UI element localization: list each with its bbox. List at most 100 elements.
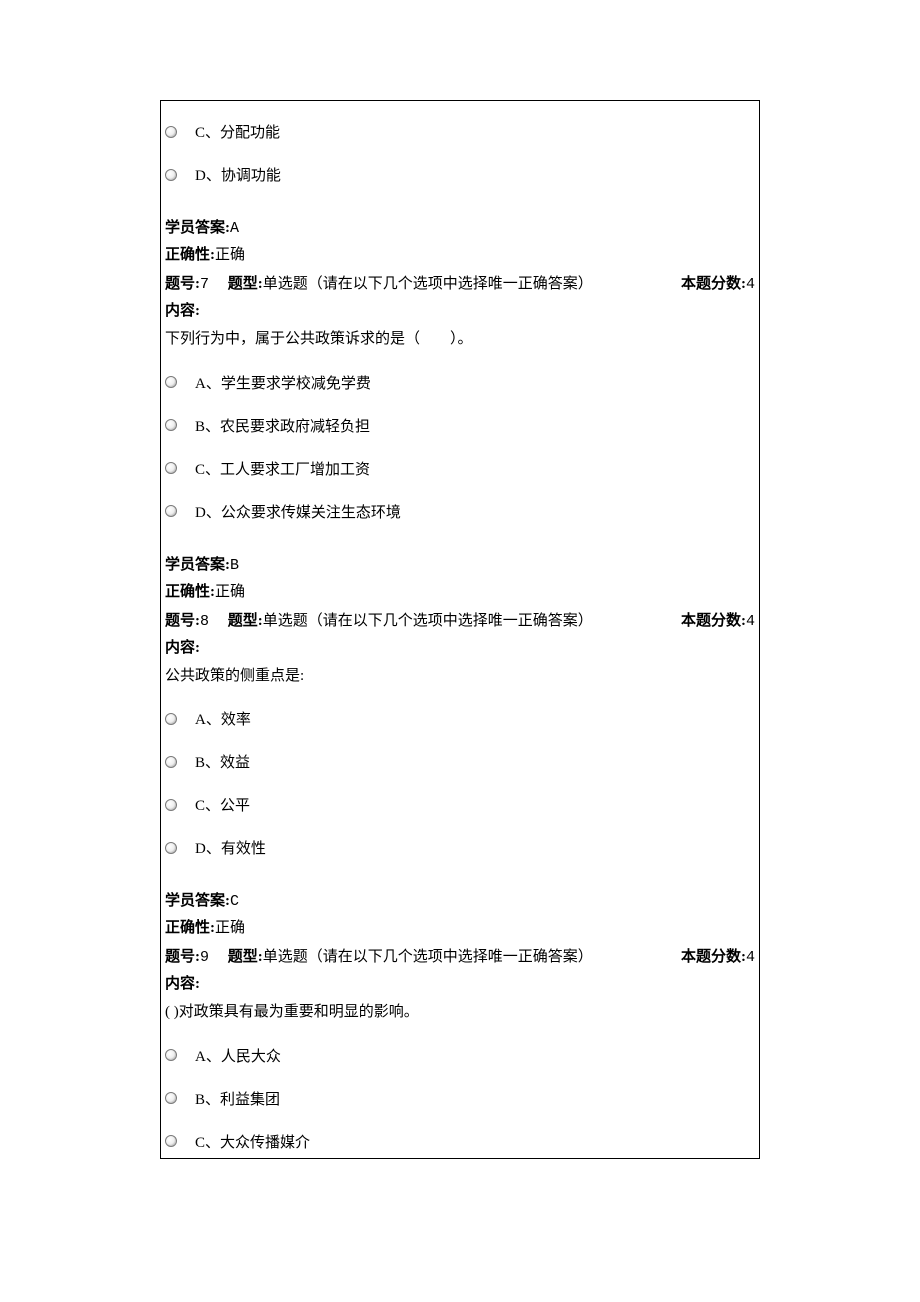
radio-icon [165, 842, 177, 854]
question-type-label: 题型: [228, 949, 263, 965]
option-label: C、大众传播媒介 [195, 1131, 310, 1152]
radio-icon [165, 419, 177, 431]
option-a[interactable]: A、学生要求学校减免学费 [165, 372, 755, 393]
question-type-value: 单选题（请在以下几个选项中选择唯一正确答案） [263, 613, 593, 629]
correctness-label: 正确性: [165, 920, 215, 936]
options-container: A、人民大众 B、利益集团 C、大众传播媒介 [161, 1033, 759, 1158]
correctness-label: 正确性: [165, 247, 215, 263]
correctness-line: 正确性:正确 [161, 242, 759, 269]
option-c[interactable]: C、公平 [165, 794, 755, 815]
student-answer-line: 学员答案:B [161, 552, 759, 579]
student-answer-label: 学员答案: [165, 220, 230, 236]
question-no-value: 8 [200, 613, 209, 630]
question-no-label: 题号: [165, 949, 200, 965]
option-c[interactable]: C、分配功能 [165, 121, 755, 142]
question-header: 题号:8 题型:单选题（请在以下几个选项中选择唯一正确答案） 本题分数:4 [161, 606, 759, 635]
score-label: 本题分数: [681, 949, 746, 965]
option-label: B、利益集团 [195, 1088, 280, 1109]
content-label: 内容: [161, 635, 759, 662]
student-answer-label: 学员答案: [165, 557, 230, 573]
question-text: 下列行为中，属于公共政策诉求的是（ ）。 [161, 325, 759, 360]
score-label: 本题分数: [681, 276, 746, 292]
option-d[interactable]: D、协调功能 [165, 164, 755, 185]
option-label: A、学生要求学校减免学费 [195, 372, 371, 393]
radio-icon [165, 1092, 177, 1104]
option-label: C、分配功能 [195, 121, 280, 142]
header-left: 题号:8 题型:单选题（请在以下几个选项中选择唯一正确答案） [165, 608, 593, 635]
score-label: 本题分数: [681, 613, 746, 629]
question-no-label: 题号: [165, 613, 200, 629]
option-label: B、效益 [195, 751, 250, 772]
student-answer-line: 学员答案:C [161, 888, 759, 915]
question-text: ( )对政策具有最为重要和明显的影响。 [161, 998, 759, 1033]
header-right: 本题分数:4 [681, 271, 755, 298]
content-label: 内容: [161, 298, 759, 325]
question-text: 公共政策的侧重点是: [161, 662, 759, 697]
radio-icon [165, 505, 177, 517]
option-d[interactable]: D、有效性 [165, 837, 755, 858]
question-type-label: 题型: [228, 613, 263, 629]
options-container: A、效率 B、效益 C、公平 D、有效性 [161, 696, 759, 888]
score-value: 4 [746, 949, 755, 966]
student-answer-label: 学员答案: [165, 893, 230, 909]
student-answer-value: B [230, 557, 239, 574]
radio-icon [165, 126, 177, 138]
option-a[interactable]: A、效率 [165, 708, 755, 729]
option-a[interactable]: A、人民大众 [165, 1045, 755, 1066]
option-label: B、农民要求政府减轻负担 [195, 415, 370, 436]
question-cell-prev: C、分配功能 D、协调功能 学员答案:A 正确性:正确 [161, 101, 760, 270]
score-value: 4 [746, 276, 755, 293]
header-right: 本题分数:4 [681, 608, 755, 635]
radio-icon [165, 799, 177, 811]
header-left: 题号:7 题型:单选题（请在以下几个选项中选择唯一正确答案） [165, 271, 593, 298]
exam-table: C、分配功能 D、协调功能 学员答案:A 正确性:正确 题号:7 题型 [160, 100, 760, 1159]
correctness-value: 正确 [215, 920, 245, 936]
header-right: 本题分数:4 [681, 944, 755, 971]
question-type-value: 单选题（请在以下几个选项中选择唯一正确答案） [263, 949, 593, 965]
option-b[interactable]: B、农民要求政府减轻负担 [165, 415, 755, 436]
page: C、分配功能 D、协调功能 学员答案:A 正确性:正确 题号:7 题型 [0, 0, 920, 1219]
option-label: A、人民大众 [195, 1045, 281, 1066]
option-d[interactable]: D、公众要求传媒关注生态环境 [165, 501, 755, 522]
student-answer-line: 学员答案:A [161, 215, 759, 242]
question-no-value: 9 [200, 949, 209, 966]
question-no-value: 7 [200, 276, 209, 293]
score-value: 4 [746, 613, 755, 630]
question-cell-9: 题号:9 题型:单选题（请在以下几个选项中选择唯一正确答案） 本题分数:4 内容… [161, 942, 760, 1158]
option-label: C、公平 [195, 794, 250, 815]
option-c[interactable]: C、大众传播媒介 [165, 1131, 755, 1152]
radio-icon [165, 756, 177, 768]
correctness-line: 正确性:正确 [161, 579, 759, 606]
question-header: 题号:9 题型:单选题（请在以下几个选项中选择唯一正确答案） 本题分数:4 [161, 942, 759, 971]
radio-icon [165, 713, 177, 725]
radio-icon [165, 1135, 177, 1147]
question-cell-7: 题号:7 题型:单选题（请在以下几个选项中选择唯一正确答案） 本题分数:4 内容… [161, 269, 760, 606]
radio-icon [165, 169, 177, 181]
content-label: 内容: [161, 971, 759, 998]
question-cell-8: 题号:8 题型:单选题（请在以下几个选项中选择唯一正确答案） 本题分数:4 内容… [161, 606, 760, 943]
radio-icon [165, 462, 177, 474]
option-c[interactable]: C、工人要求工厂增加工资 [165, 458, 755, 479]
question-header: 题号:7 题型:单选题（请在以下几个选项中选择唯一正确答案） 本题分数:4 [161, 269, 759, 298]
option-label: D、公众要求传媒关注生态环境 [195, 501, 401, 522]
correctness-value: 正确 [215, 584, 245, 600]
option-b[interactable]: B、效益 [165, 751, 755, 772]
correctness-line: 正确性:正确 [161, 915, 759, 942]
radio-icon [165, 376, 177, 388]
student-answer-value: A [230, 220, 239, 237]
option-b[interactable]: B、利益集团 [165, 1088, 755, 1109]
student-answer-value: C [230, 893, 239, 910]
header-left: 题号:9 题型:单选题（请在以下几个选项中选择唯一正确答案） [165, 944, 593, 971]
options-container: A、学生要求学校减免学费 B、农民要求政府减轻负担 C、工人要求工厂增加工资 D… [161, 360, 759, 552]
options-container: C、分配功能 D、协调功能 [161, 101, 759, 215]
correctness-value: 正确 [215, 247, 245, 263]
option-label: C、工人要求工厂增加工资 [195, 458, 370, 479]
question-no-label: 题号: [165, 276, 200, 292]
question-type-label: 题型: [228, 276, 263, 292]
question-type-value: 单选题（请在以下几个选项中选择唯一正确答案） [263, 276, 593, 292]
option-label: A、效率 [195, 708, 251, 729]
option-label: D、协调功能 [195, 164, 281, 185]
option-label: D、有效性 [195, 837, 266, 858]
radio-icon [165, 1049, 177, 1061]
correctness-label: 正确性: [165, 584, 215, 600]
